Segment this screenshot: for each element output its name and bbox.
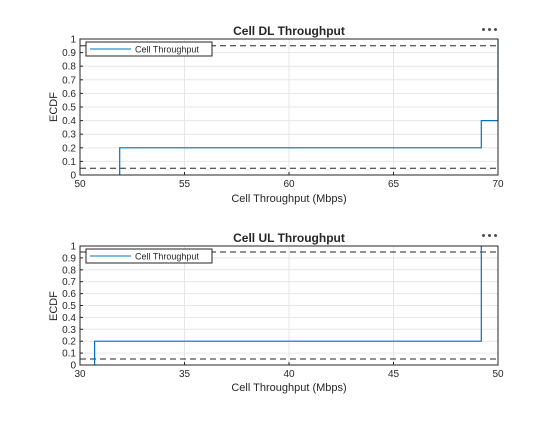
ellipsis-icon[interactable]	[480, 231, 500, 241]
y-tick-label: 0.5	[62, 103, 76, 114]
y-tick-label: 0	[70, 361, 76, 372]
dl-throughput-chart: Cell DL Throughput Cell Throughput (Mbps…	[48, 24, 504, 205]
y-tick-label: 1	[70, 35, 76, 46]
y-tick-label: 0.7	[62, 277, 76, 288]
x-tick-label: 65	[388, 179, 400, 190]
y-tick-label: 0.7	[62, 75, 76, 86]
ecdf-step-line	[93, 246, 482, 365]
chart-title: Cell DL Throughput	[233, 24, 345, 38]
legend-label: Cell Throughput	[135, 252, 199, 262]
legend-label: Cell Throughput	[135, 45, 199, 55]
x-tick-label: 30	[74, 369, 86, 380]
y-tick-label: 0.4	[62, 116, 76, 127]
x-axis-label: Cell Throughput (Mbps)	[231, 382, 346, 394]
y-tick-label: 0.8	[62, 62, 76, 73]
chart-title: Cell UL Throughput	[233, 231, 345, 245]
legend-box	[85, 41, 213, 57]
y-tick-label: 1	[70, 242, 76, 253]
x-tick-label: 35	[179, 369, 191, 380]
y-tick-label: 0.8	[62, 265, 76, 276]
x-tick-label: 40	[283, 369, 295, 380]
x-tick-label: 70	[492, 179, 504, 190]
y-tick-label: 0.2	[62, 143, 76, 154]
y-tick-label: 0.1	[62, 349, 76, 360]
ellipsis-icon[interactable]	[480, 25, 500, 35]
y-tick-label: 0.3	[62, 325, 76, 336]
y-tick-label: 0.1	[62, 157, 76, 168]
x-tick-label: 55	[179, 179, 191, 190]
y-axis-label: ECDF	[48, 291, 60, 321]
y-tick-label: 0.9	[62, 48, 76, 59]
y-tick-label: 0.6	[62, 89, 76, 100]
x-tick-label: 50	[492, 369, 504, 380]
legend[interactable]: Cell Throughput	[85, 248, 213, 264]
y-tick-label: 0.2	[62, 337, 76, 348]
x-tick-label: 60	[283, 179, 295, 190]
y-axis-label: ECDF	[48, 92, 60, 122]
x-axis-label: Cell Throughput (Mbps)	[231, 193, 346, 205]
y-tick-label: 0	[70, 171, 76, 182]
x-tick-label: 45	[388, 369, 400, 380]
ul-throughput-chart: Cell UL Throughput Cell Throughput (Mbps…	[48, 231, 504, 394]
legend[interactable]: Cell Throughput	[85, 41, 213, 57]
y-tick-label: 0.9	[62, 253, 76, 264]
y-tick-label: 0.6	[62, 289, 76, 300]
y-tick-label: 0.3	[62, 130, 76, 141]
legend-box	[85, 248, 213, 264]
y-tick-label: 0.5	[62, 301, 76, 312]
x-tick-label: 50	[74, 179, 86, 190]
y-tick-label: 0.4	[62, 313, 76, 324]
